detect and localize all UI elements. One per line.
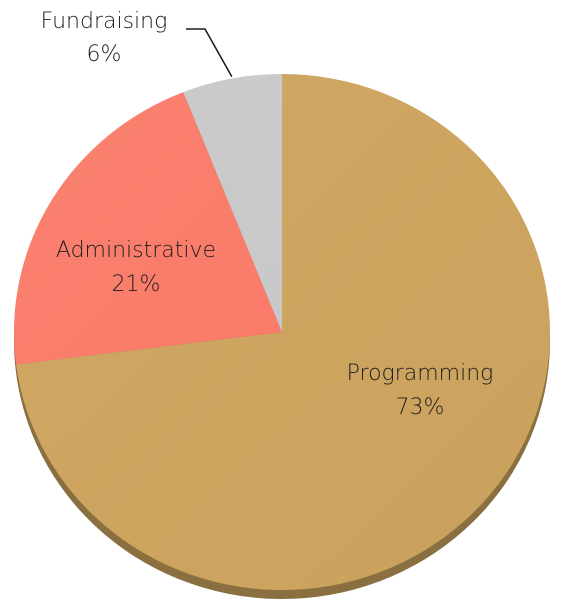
slice-label-programming: Programming xyxy=(347,361,494,386)
pie-slices xyxy=(13,74,550,591)
slice-percent-programming: 73% xyxy=(396,395,445,420)
slice-percent-administrative: 21% xyxy=(112,272,161,297)
leader-lines xyxy=(186,28,233,77)
leader-line-fundraising xyxy=(186,28,233,77)
slice-label-administrative: Administrative xyxy=(56,238,216,263)
slice-labels: Programming 73% Administrative 21% Fundraisi… xyxy=(41,9,494,420)
slice-label-fundraising: Fundraising xyxy=(41,9,168,34)
slice-percent-fundraising: 6% xyxy=(87,42,122,67)
